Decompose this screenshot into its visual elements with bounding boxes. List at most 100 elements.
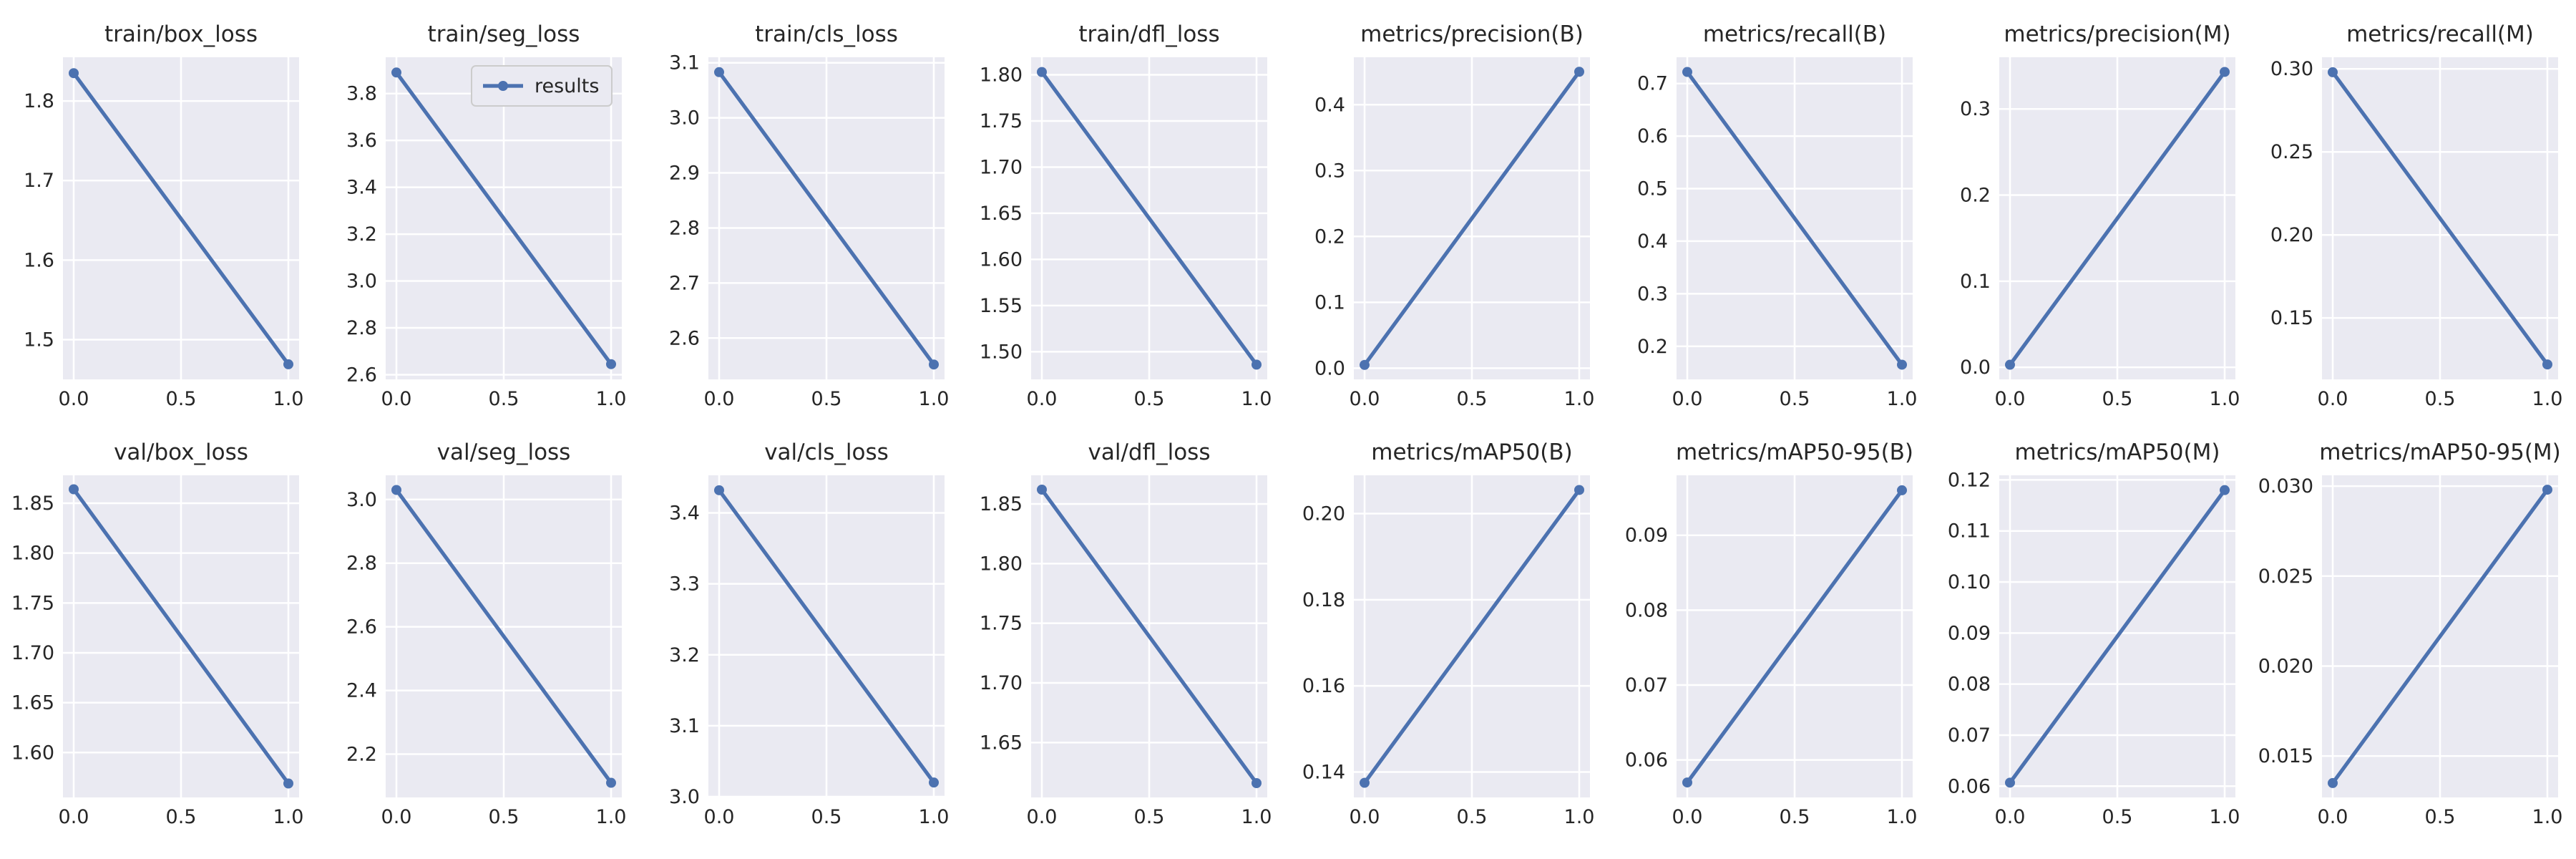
x-tick-label: 0.0 bbox=[1672, 806, 1703, 828]
y-tick-label: 3.0 bbox=[669, 786, 700, 808]
x-tick-label: 0.5 bbox=[166, 388, 197, 410]
y-tick-label: 1.60 bbox=[980, 248, 1023, 271]
subplot-13: 0.0 0.5 1.0 0.06 0.07 0.08 0.09 metrics/mAP50-9… bbox=[1625, 440, 1918, 828]
y-tick-label: 3.1 bbox=[669, 52, 700, 74]
y-tick-label: 3.2 bbox=[346, 223, 377, 246]
y-tick-label: 1.70 bbox=[11, 642, 54, 664]
y-tick-label: 2.8 bbox=[346, 317, 377, 339]
subplot-title: train/box_loss bbox=[104, 21, 258, 47]
legend-swatch-marker bbox=[498, 81, 508, 91]
subplot-8: 0.0 0.5 1.0 1.60 1.65 1.70 1.75 1.80 1.85 val/box… bbox=[11, 440, 304, 828]
subplot-0: 0.0 0.5 1.0 1.5 1.6 1.7 1.8 train/box_loss bbox=[24, 21, 303, 410]
x-tick-label: 0.0 bbox=[1027, 388, 1058, 410]
series-line bbox=[394, 70, 613, 367]
y-tick-label: 1.6 bbox=[24, 249, 54, 271]
x-tick-label: 1.0 bbox=[596, 806, 627, 828]
y-tick-label: 0.2 bbox=[1960, 185, 1991, 207]
x-tick-label: 1.0 bbox=[273, 806, 304, 828]
data-point bbox=[283, 778, 293, 789]
y-tick-label: 2.4 bbox=[346, 680, 377, 702]
subplot-title: val/box_loss bbox=[114, 440, 248, 465]
y-tick-label: 3.0 bbox=[346, 271, 377, 293]
legend-frame bbox=[471, 65, 613, 107]
subplot-15: 0.0 0.5 1.0 0.015 0.020 0.025 0.030 metrics/mAP… bbox=[2258, 440, 2563, 828]
x-tick-label: 0.0 bbox=[1350, 388, 1380, 410]
x-tick-label: 0.5 bbox=[2425, 388, 2456, 410]
x-tick-label: 1.0 bbox=[596, 388, 627, 410]
series-line bbox=[1362, 487, 1581, 785]
subplot-title: val/cls_loss bbox=[764, 440, 889, 465]
data-point bbox=[714, 485, 724, 495]
x-tick-label: 0.5 bbox=[1134, 388, 1165, 410]
y-tick-label: 1.7 bbox=[24, 170, 54, 192]
y-tick-label: 0.1 bbox=[1314, 291, 1345, 314]
x-tick-label: 0.5 bbox=[1457, 806, 1488, 828]
subplot-title: val/seg_loss bbox=[437, 440, 571, 465]
data-point bbox=[1574, 485, 1584, 495]
y-tick-label: 0.06 bbox=[1625, 749, 1668, 772]
x-tick-label: 1.0 bbox=[273, 388, 304, 410]
y-tick-label: 2.8 bbox=[346, 553, 377, 575]
y-tick-label: 0.09 bbox=[1948, 622, 1991, 644]
x-tick-label: 0.5 bbox=[2102, 806, 2133, 828]
y-tick-label: 3.2 bbox=[669, 644, 700, 666]
x-tick-label: 0.5 bbox=[489, 388, 519, 410]
y-tick-label: 1.70 bbox=[980, 156, 1023, 178]
series-line bbox=[1040, 487, 1259, 785]
x-tick-label: 0.0 bbox=[704, 806, 735, 828]
data-point bbox=[2542, 359, 2552, 370]
y-tick-label: 3.0 bbox=[346, 489, 377, 511]
x-tick-label: 0.5 bbox=[489, 806, 519, 828]
data-point bbox=[1037, 67, 1047, 77]
x-tick-label: 0.0 bbox=[1995, 806, 2026, 828]
y-tick-label: 1.75 bbox=[980, 613, 1023, 635]
y-tick-label: 1.80 bbox=[11, 543, 54, 565]
x-tick-label: 1.0 bbox=[1241, 806, 1272, 828]
series-line bbox=[2331, 70, 2550, 367]
y-tick-label: 0.015 bbox=[2258, 745, 2313, 767]
data-point bbox=[929, 777, 939, 788]
y-tick-label: 2.7 bbox=[669, 272, 700, 294]
data-point bbox=[606, 777, 616, 788]
x-tick-label: 1.0 bbox=[1887, 388, 1918, 410]
subplot-title: train/cls_loss bbox=[755, 21, 898, 47]
series-line bbox=[394, 487, 613, 785]
y-tick-label: 1.8 bbox=[24, 90, 54, 112]
subplot-5: 0.0 0.5 1.0 0.2 0.3 0.4 0.5 0.6 0.7 metrics/recal… bbox=[1637, 21, 1917, 410]
subplot-3: 0.0 0.5 1.0 1.50 1.55 1.60 1.65 1.70 1.75 1.80 tra… bbox=[980, 21, 1272, 410]
subplot-9: 0.0 0.5 1.0 2.2 2.4 2.6 2.8 3.0 val/seg_loss bbox=[346, 440, 626, 828]
y-tick-label: 0.06 bbox=[1948, 775, 1991, 797]
x-tick-label: 1.0 bbox=[919, 388, 950, 410]
y-tick-label: 3.1 bbox=[669, 715, 700, 737]
data-point bbox=[2328, 777, 2338, 788]
data-point bbox=[929, 359, 939, 370]
subplot-title: val/dfl_loss bbox=[1088, 440, 1211, 465]
x-tick-label: 0.0 bbox=[381, 388, 412, 410]
data-point bbox=[2328, 67, 2338, 77]
x-tick-label: 0.5 bbox=[2102, 388, 2133, 410]
x-tick-label: 0.0 bbox=[704, 388, 735, 410]
y-tick-label: 0.3 bbox=[1960, 98, 1991, 120]
x-tick-label: 0.5 bbox=[1780, 806, 1810, 828]
x-tick-label: 0.5 bbox=[1134, 806, 1165, 828]
y-tick-label: 3.4 bbox=[669, 503, 700, 525]
y-tick-label: 0.08 bbox=[1625, 599, 1668, 621]
y-tick-label: 0.08 bbox=[1948, 674, 1991, 696]
data-point bbox=[1360, 359, 1370, 370]
subplot-1: 0.0 0.5 1.0 2.6 2.8 3.0 3.2 3.4 3.6 3.8 train/seg_… bbox=[346, 21, 626, 410]
y-tick-label: 0.020 bbox=[2258, 655, 2313, 677]
data-point bbox=[69, 68, 79, 79]
y-tick-label: 3.4 bbox=[346, 177, 377, 199]
legend-label: results bbox=[535, 75, 599, 97]
y-tick-label: 0.14 bbox=[1302, 762, 1345, 784]
subplot-title: metrics/mAP50(M) bbox=[2015, 440, 2220, 465]
x-tick-label: 0.5 bbox=[811, 806, 842, 828]
subplot-title: train/dfl_loss bbox=[1078, 21, 1219, 47]
y-tick-label: 0.30 bbox=[2270, 58, 2313, 80]
x-tick-label: 1.0 bbox=[1241, 388, 1272, 410]
y-tick-label: 0.20 bbox=[2270, 224, 2313, 246]
series-line bbox=[72, 71, 291, 367]
x-tick-label: 1.0 bbox=[1887, 806, 1918, 828]
x-tick-label: 1.0 bbox=[919, 806, 950, 828]
x-tick-label: 0.0 bbox=[1995, 388, 2026, 410]
